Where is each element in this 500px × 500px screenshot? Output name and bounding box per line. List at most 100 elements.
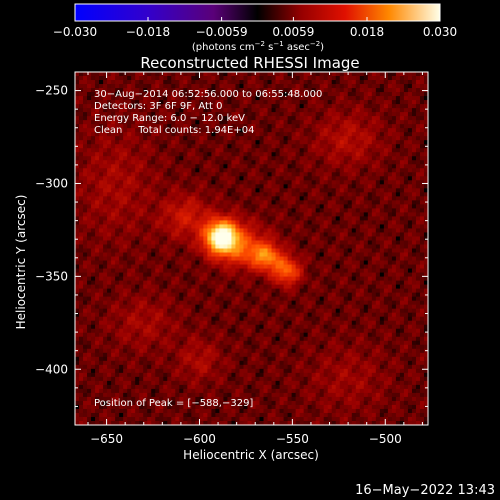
heatmap-cell [339, 136, 345, 141]
heatmap-cell [187, 184, 192, 189]
heatmap-cell [359, 180, 365, 185]
heatmap-cell [283, 80, 288, 85]
heatmap-cell [215, 228, 220, 233]
heatmap-cell [387, 232, 393, 237]
heatmap-cell [223, 148, 228, 153]
heatmap-cell [371, 132, 377, 137]
heatmap-cell [263, 184, 268, 189]
heatmap-cell [203, 168, 208, 173]
heatmap-cell [371, 200, 377, 205]
heatmap-cell [287, 140, 293, 145]
heatmap-cell [247, 84, 252, 89]
heatmap-cell [195, 128, 200, 133]
heatmap-cell [211, 232, 216, 237]
heatmap-cell [151, 144, 156, 149]
heatmap-cell [187, 252, 192, 257]
heatmap-cell [167, 272, 172, 277]
heatmap-cell [143, 144, 148, 149]
heatmap-cell [275, 272, 280, 277]
heatmap-cell [251, 212, 256, 217]
heatmap-cell [219, 220, 224, 225]
heatmap-cell [163, 112, 168, 117]
heatmap-cell [343, 120, 349, 125]
heatmap-cell [183, 84, 188, 89]
heatmap-cell [247, 172, 252, 177]
heatmap-cell [399, 248, 405, 253]
heatmap-cell [391, 172, 397, 177]
heatmap-cell [399, 132, 405, 137]
heatmap-cell [91, 220, 96, 225]
heatmap-cell [243, 176, 248, 181]
heatmap-cell [327, 104, 333, 109]
heatmap-cell [327, 220, 333, 225]
heatmap-cell [187, 76, 192, 81]
heatmap-cell [91, 232, 96, 237]
heatmap-cell [347, 232, 353, 237]
heatmap-cell [155, 200, 160, 205]
heatmap-cell [171, 108, 176, 113]
heatmap-cell [379, 104, 385, 109]
heatmap-cell [367, 240, 373, 245]
heatmap-cell [123, 140, 128, 145]
heatmap-cell [227, 244, 232, 249]
heatmap-cell [419, 92, 425, 97]
heatmap-cell [239, 148, 244, 153]
heatmap-cell [107, 288, 112, 294]
heatmap-cell [211, 248, 216, 253]
heatmap-cell [223, 268, 228, 273]
heatmap-cell [275, 180, 280, 185]
heatmap-cell [235, 148, 240, 153]
heatmap-cell [359, 224, 365, 229]
heatmap-cell [351, 188, 357, 193]
heatmap-cell [339, 120, 345, 125]
heatmap-cell [259, 264, 264, 269]
heatmap-cell [207, 152, 212, 157]
heatmap-cell [79, 156, 84, 161]
heatmap-cell [395, 168, 401, 173]
heatmap-cell [95, 108, 100, 113]
heatmap-cell [323, 252, 329, 257]
heatmap-cell [319, 204, 325, 209]
heatmap-cell [115, 104, 120, 109]
heatmap-cell [351, 168, 357, 173]
heatmap-cell [227, 272, 232, 277]
heatmap-cell [167, 124, 172, 129]
heatmap-cell [343, 88, 349, 93]
heatmap-cell [247, 96, 252, 101]
heatmap-cell [147, 172, 152, 177]
heatmap-cell [143, 72, 148, 77]
heatmap-cell [107, 276, 112, 281]
heatmap-cell [91, 200, 96, 205]
heatmap-cell [151, 108, 156, 113]
heatmap-cell [331, 188, 337, 193]
heatmap-cell [307, 160, 313, 165]
heatmap-cell [319, 100, 325, 105]
heatmap-cell [135, 96, 140, 101]
heatmap-cell [275, 168, 280, 173]
heatmap-cell [175, 216, 180, 221]
heatmap-cell [367, 124, 373, 129]
heatmap-cell [275, 76, 280, 81]
heatmap-cell [315, 268, 321, 273]
heatmap-cell [215, 108, 220, 113]
heatmap-cell [203, 232, 208, 237]
heatmap-cell [271, 144, 276, 149]
heatmap-cell [367, 200, 373, 205]
heatmap-cell [351, 108, 357, 113]
heatmap-cell [283, 140, 288, 145]
heatmap-cell [75, 264, 80, 269]
heatmap-cell [139, 136, 144, 141]
heatmap-cell [355, 232, 361, 237]
heatmap-cell [347, 248, 353, 253]
heatmap-cell [323, 172, 329, 177]
heatmap-cell [79, 80, 84, 85]
heatmap-cell [171, 88, 176, 93]
heatmap-cell [191, 188, 196, 193]
heatmap-cell [327, 232, 333, 237]
heatmap-cell [331, 224, 337, 229]
heatmap-cell [187, 164, 192, 169]
heatmap-cell [103, 264, 108, 269]
heatmap-cell [383, 92, 389, 97]
heatmap-cell [243, 276, 248, 281]
heatmap-cell [99, 216, 104, 221]
